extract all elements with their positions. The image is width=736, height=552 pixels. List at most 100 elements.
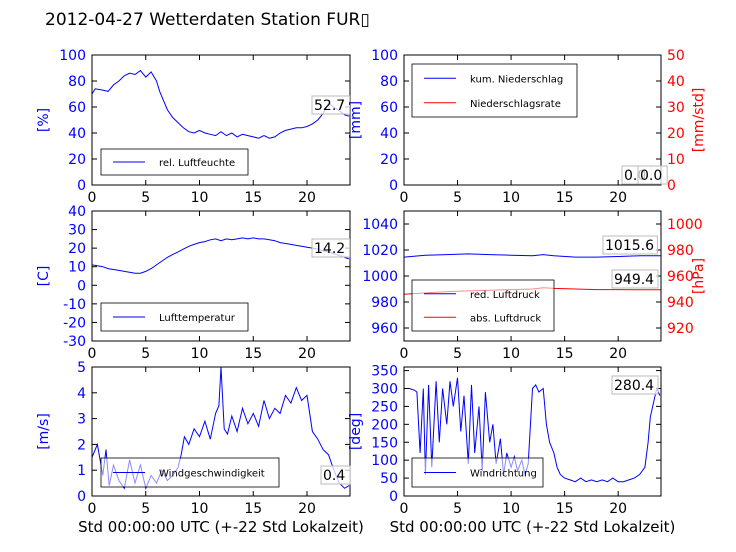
x-tick-label: 10 [191, 501, 209, 517]
y-right-tick-label: 1000 [667, 217, 703, 233]
y-tick-label: 150 [371, 435, 398, 451]
y-right-tick-label: 980 [667, 243, 694, 259]
axes-frame-winddirection [403, 366, 662, 497]
x-tick-label: 5 [141, 190, 150, 206]
x-tick-label: 20 [298, 501, 316, 517]
y-right-tick-label: 10 [667, 152, 685, 168]
legend-entry: rel. Luftfeuchte [159, 158, 235, 169]
y-tick-label: 5 [77, 360, 86, 376]
chart-pressure: 0 5 10 15 20 960 980 1000 1020 1040 920 940 960 980 10… [362, 210, 707, 362]
y-tick-label: 100 [371, 48, 398, 64]
x-tick-label: 10 [191, 346, 209, 362]
y-right-tick-label: 30 [667, 100, 685, 116]
x-tick-label: 0 [88, 190, 97, 206]
y-tick-label: 980 [371, 295, 398, 311]
x-tick-label: 0 [88, 501, 97, 517]
value-label: 280.4 [614, 378, 654, 394]
y-tick-label: -30 [63, 334, 86, 350]
y-tick-label: 0 [77, 278, 86, 294]
y-tick-label: 30 [68, 223, 86, 239]
y-right-axis-label: [mm/std] [691, 88, 707, 153]
value-label: 0.4 [323, 468, 345, 484]
y-right-tick-label: 50 [667, 48, 685, 64]
x-tick-label: 0 [400, 501, 409, 517]
y-tick-label: 1000 [362, 269, 398, 285]
x-tick-label: 10 [191, 190, 209, 206]
value-label: 14.2 [314, 241, 345, 257]
y-tick-label: 20 [68, 152, 86, 168]
legend-entry: Niederschlagsrate [470, 99, 561, 110]
axes-frame-windspeed [91, 366, 351, 497]
legend-entry: abs. Luftdruck [470, 313, 541, 324]
x-tick-label: 0 [400, 346, 409, 362]
legend-humidity: rel. Luftfeuchte [100, 148, 249, 176]
series-line-humidity-0 [92, 69, 350, 139]
x-tick-label: 15 [244, 346, 262, 362]
y-tick-label: 200 [371, 417, 398, 433]
y-tick-label: 80 [380, 74, 398, 90]
x-tick-label: 10 [502, 190, 520, 206]
legend-pressure: red. Luftdruck abs. Luftdruck [411, 279, 555, 332]
legend-entry: kum. Niederschlag [470, 74, 563, 85]
x-tick-label: 15 [556, 501, 574, 517]
x-tick-label: 10 [502, 501, 520, 517]
y-tick-label: 1020 [362, 243, 398, 259]
series-line-temperature-0 [92, 237, 350, 274]
chart-windspeed: 0 5 10 15 20 0 1 2 3 4 5 [m/s] Std 00:00:00 UTC (+-2… [36, 360, 364, 536]
y-tick-label: 20 [380, 152, 398, 168]
x-tick-label: 10 [502, 346, 520, 362]
y-tick-label: 40 [380, 126, 398, 142]
value-label-2: 949.4 [614, 272, 654, 288]
y-tick-label: 100 [371, 453, 398, 469]
y-tick-label: 40 [68, 126, 86, 142]
y-tick-label: 250 [371, 399, 398, 415]
y-right-tick-label: 20 [667, 126, 685, 142]
y-tick-label: 100 [59, 48, 86, 64]
y-tick-label: 50 [380, 471, 398, 487]
y-tick-label: 80 [68, 74, 86, 90]
y-right-tick-label: 0 [667, 178, 676, 194]
x-tick-label: 5 [453, 190, 462, 206]
x-tick-label: 20 [298, 190, 316, 206]
legend-entry: Windrichtung [470, 469, 537, 480]
y-right-axis-label: [hPa] [691, 258, 707, 294]
y-tick-label: 40 [68, 204, 86, 220]
y-tick-label: 300 [371, 382, 398, 398]
x-tick-label: 20 [609, 346, 627, 362]
y-tick-label: 3 [77, 412, 86, 428]
y-tick-label: -10 [63, 297, 86, 313]
x-tick-label: 20 [298, 346, 316, 362]
y-tick-label: 60 [380, 100, 398, 116]
legend-entry: red. Luftdruck [470, 290, 540, 301]
y-right-tick-label: 920 [667, 321, 694, 337]
x-tick-label: 0 [400, 190, 409, 206]
y-right-tick-label: 960 [667, 269, 694, 285]
x-tick-label: 20 [609, 190, 627, 206]
y-axis-label: [deg] [348, 413, 364, 450]
axes-frame-precipitation [403, 54, 662, 186]
y-tick-label: 4 [77, 386, 86, 402]
y-axis-label: [C] [36, 266, 52, 287]
axes-frame-humidity [91, 54, 351, 186]
figure-title: 2012-04-27 Wetterdaten Station FUR▯ [45, 10, 370, 30]
x-tick-label: 5 [453, 346, 462, 362]
chart-precipitation: 0 5 10 15 20 0 20 40 60 80 100 0 10 20 30 40 50 [mm] [mm/s… [348, 48, 707, 206]
y-tick-label: 10 [68, 260, 86, 276]
y-tick-label: -20 [63, 315, 86, 331]
x-tick-label: 15 [556, 346, 574, 362]
y-right-tick-label: 940 [667, 295, 694, 311]
y-tick-label: 1040 [362, 217, 398, 233]
legend-winddirection: Windrichtung [411, 457, 544, 488]
value-label: 1015.6 [605, 238, 654, 254]
value-label-2: 0.0 [640, 168, 662, 184]
legend-entry: Lufttemperatur [159, 313, 236, 324]
y-tick-label: 60 [68, 100, 86, 116]
y-tick-label: 20 [68, 241, 86, 257]
chart-humidity: 0 5 10 15 20 0 20 40 60 80 100 [%] 52.7 rel. Luftfeuc… [36, 48, 351, 206]
x-axis-label: Std 00:00:00 UTC (+-22 Std Lokalzeit) [78, 518, 364, 536]
legend-windspeed: Windgeschwindigkeit [100, 457, 280, 488]
y-tick-label: 350 [371, 364, 398, 380]
